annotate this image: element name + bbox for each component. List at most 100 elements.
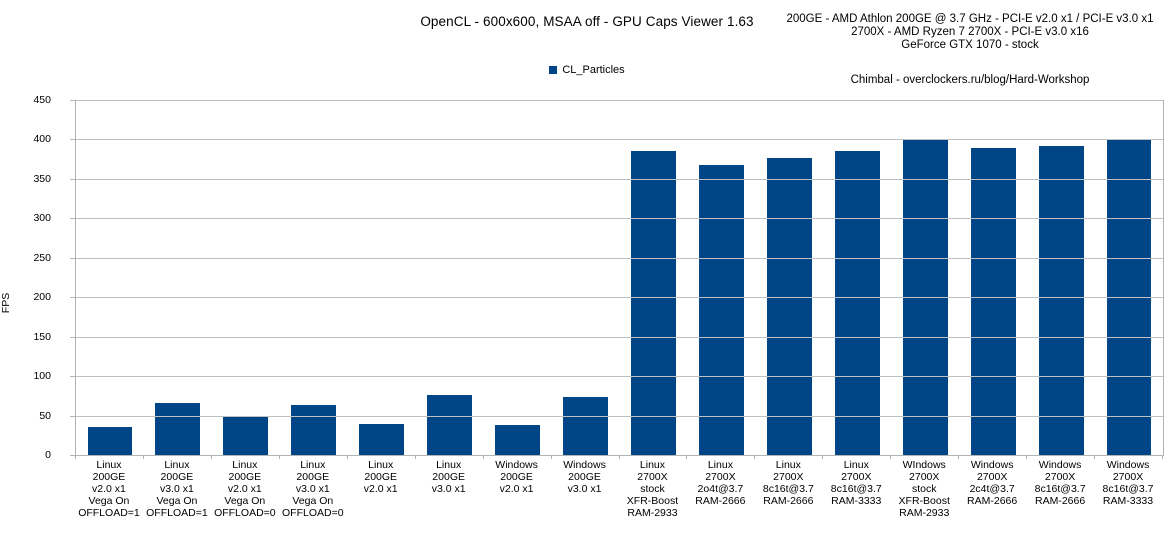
bar-cell bbox=[620, 100, 688, 455]
y-axis-tick bbox=[70, 376, 75, 378]
bar-cl_particles-5 bbox=[359, 424, 405, 455]
x-tick-label-14: Windows 2700X 2c4t@3.7 RAM-2666 bbox=[967, 459, 1018, 507]
x-axis-tick bbox=[346, 455, 348, 459]
x-axis-tick bbox=[1162, 455, 1163, 459]
bar-cl_particles-11 bbox=[766, 158, 812, 455]
y-axis-tick bbox=[70, 415, 75, 417]
gridline-300 bbox=[76, 218, 1163, 220]
x-axis-tick bbox=[1094, 455, 1096, 459]
bar-cl_particles-15 bbox=[1038, 145, 1084, 455]
bar-cell bbox=[484, 100, 552, 455]
bar-cell bbox=[552, 100, 620, 455]
x-axis-tick bbox=[414, 455, 416, 459]
x-axis-tick bbox=[210, 455, 212, 459]
bar-cell bbox=[144, 100, 212, 455]
y-axis-tick bbox=[70, 178, 75, 180]
y-tick-label-300: 300 bbox=[33, 212, 51, 225]
bar-cl_particles-2 bbox=[155, 402, 201, 455]
system-info-line-200ge: 200GE - AMD Athlon 200GE @ 3.7 GHz - PCI… bbox=[786, 13, 1154, 25]
x-tick-label-8: Windows 200GE v3.0 x1 bbox=[563, 459, 606, 495]
x-axis-labels: Linux 200GE v2.0 x1 Vega On OFFLOAD=1 Lin… bbox=[75, 459, 1162, 519]
bar-cell bbox=[959, 100, 1027, 455]
y-axis-tick bbox=[70, 297, 75, 299]
x-axis-tick bbox=[686, 455, 688, 459]
y-tick-label-250: 250 bbox=[33, 251, 51, 264]
x-axis-tick bbox=[618, 455, 620, 459]
y-tick-label-50: 50 bbox=[39, 409, 51, 422]
x-axis-tick bbox=[550, 455, 552, 459]
bar-cell bbox=[687, 100, 755, 455]
bar-cell bbox=[348, 100, 416, 455]
y-axis-tick bbox=[70, 100, 75, 101]
bar-cell bbox=[212, 100, 280, 455]
gridline-100 bbox=[76, 376, 1163, 378]
y-axis-tick bbox=[70, 218, 75, 220]
gridline-200 bbox=[76, 297, 1163, 299]
x-axis-tick bbox=[958, 455, 960, 459]
y-tick-label-200: 200 bbox=[33, 291, 51, 304]
gridline-150 bbox=[76, 336, 1163, 338]
legend-label: CL_Particles bbox=[562, 64, 625, 76]
gridline-450 bbox=[76, 100, 1163, 101]
x-tick-label-10: Linux 2700X 2o4t@3.7 RAM-2666 bbox=[695, 459, 746, 507]
chart-title: OpenCL - 600x600, MSAA off - GPU Caps Vi… bbox=[420, 14, 754, 29]
bar-cell bbox=[280, 100, 348, 455]
y-tick-label-0: 0 bbox=[45, 449, 51, 461]
x-tick-label-15: Windows 2700X 8c16t@3.7 RAM-2666 bbox=[1034, 459, 1086, 507]
legend-swatch-icon bbox=[549, 66, 558, 74]
bar-cell bbox=[1095, 100, 1163, 455]
y-tick-label-100: 100 bbox=[33, 370, 51, 383]
bar-cl_particles-9 bbox=[631, 150, 676, 455]
gridline-50 bbox=[76, 415, 1163, 417]
x-tick-label-11: Linux 2700X 8c16t@3.7 RAM-2666 bbox=[762, 459, 814, 507]
bar-cl_particles-1 bbox=[87, 427, 133, 455]
x-axis-tick bbox=[75, 455, 76, 459]
gridline-350 bbox=[76, 178, 1163, 180]
bar-cl_particles-10 bbox=[698, 165, 744, 455]
x-axis-tick bbox=[890, 455, 892, 459]
y-axis-tick bbox=[70, 336, 75, 338]
x-tick-label-2: Linux 200GE v3.0 x1 Vega On OFFLOAD=1 bbox=[146, 459, 208, 519]
credit-line: Chimbal - overclockers.ru/blog/Hard-Work… bbox=[850, 74, 1090, 86]
bar-cell bbox=[416, 100, 484, 455]
y-axis-tick bbox=[70, 139, 75, 141]
x-axis-tick bbox=[1026, 455, 1028, 459]
bar-cl_particles-3 bbox=[223, 417, 269, 455]
x-tick-label-13: WIndows 2700X stock XFR-Boost RAM-2933 bbox=[898, 459, 950, 519]
y-tick-label-350: 350 bbox=[33, 172, 51, 185]
bar-cell bbox=[891, 100, 959, 455]
bar-cl_particles-14 bbox=[970, 148, 1016, 455]
x-axis-tick bbox=[278, 455, 280, 459]
system-info-line-gpu: GeForce GTX 1070 - stock bbox=[901, 39, 1039, 51]
x-tick-label-9: Linux 2700X stock XFR-Boost RAM-2933 bbox=[626, 459, 679, 519]
x-tick-label-6: Linux 200GE v3.0 x1 bbox=[431, 459, 466, 495]
legend: CL_Particles bbox=[0, 64, 1174, 76]
bar-cl_particles-8 bbox=[563, 397, 608, 455]
bar-cell bbox=[823, 100, 891, 455]
bar-series bbox=[76, 100, 1163, 455]
bar-cl_particles-7 bbox=[495, 425, 540, 455]
x-tick-label-3: Linux 200GE v2.0 x1 Vega On OFFLOAD=0 bbox=[214, 459, 276, 519]
gridline-400 bbox=[76, 139, 1163, 141]
bar-cell bbox=[76, 100, 144, 455]
bar-cl_particles-4 bbox=[291, 404, 337, 455]
x-tick-label-4: Linux 200GE v3.0 x1 Vega On OFFLOAD=0 bbox=[282, 459, 344, 519]
system-info: 200GE - AMD Athlon 200GE @ 3.7 GHz - PCI… bbox=[780, 13, 1160, 52]
y-axis-tick bbox=[70, 257, 75, 259]
x-axis-tick bbox=[482, 455, 484, 459]
plot-area: 0 50 100 150 200 250 300 350 400 450 bbox=[33, 95, 1164, 460]
bar-cl_particles-13 bbox=[902, 139, 948, 455]
bar-cell bbox=[755, 100, 823, 455]
x-axis-tick bbox=[142, 455, 144, 459]
gridline-250 bbox=[76, 257, 1163, 259]
x-axis-tick bbox=[822, 455, 824, 459]
x-tick-label-16: Windows 2700X 8c16t@3.7 RAM-3333 bbox=[1102, 459, 1154, 507]
system-info-line-2700x: 2700X - AMD Ryzen 7 2700X - PCI-E v3.0 x… bbox=[851, 26, 1089, 38]
bar-cl_particles-12 bbox=[834, 150, 880, 455]
bar-cell bbox=[1027, 100, 1095, 455]
bar-cl_particles-6 bbox=[427, 395, 473, 455]
x-tick-label-12: Linux 2700X 8c16t@3.7 RAM-3333 bbox=[830, 459, 882, 507]
y-axis-title: FPS bbox=[0, 292, 13, 314]
x-tick-label-1: Linux 200GE v2.0 x1 Vega On OFFLOAD=1 bbox=[78, 459, 140, 519]
x-axis-tick bbox=[754, 455, 756, 459]
